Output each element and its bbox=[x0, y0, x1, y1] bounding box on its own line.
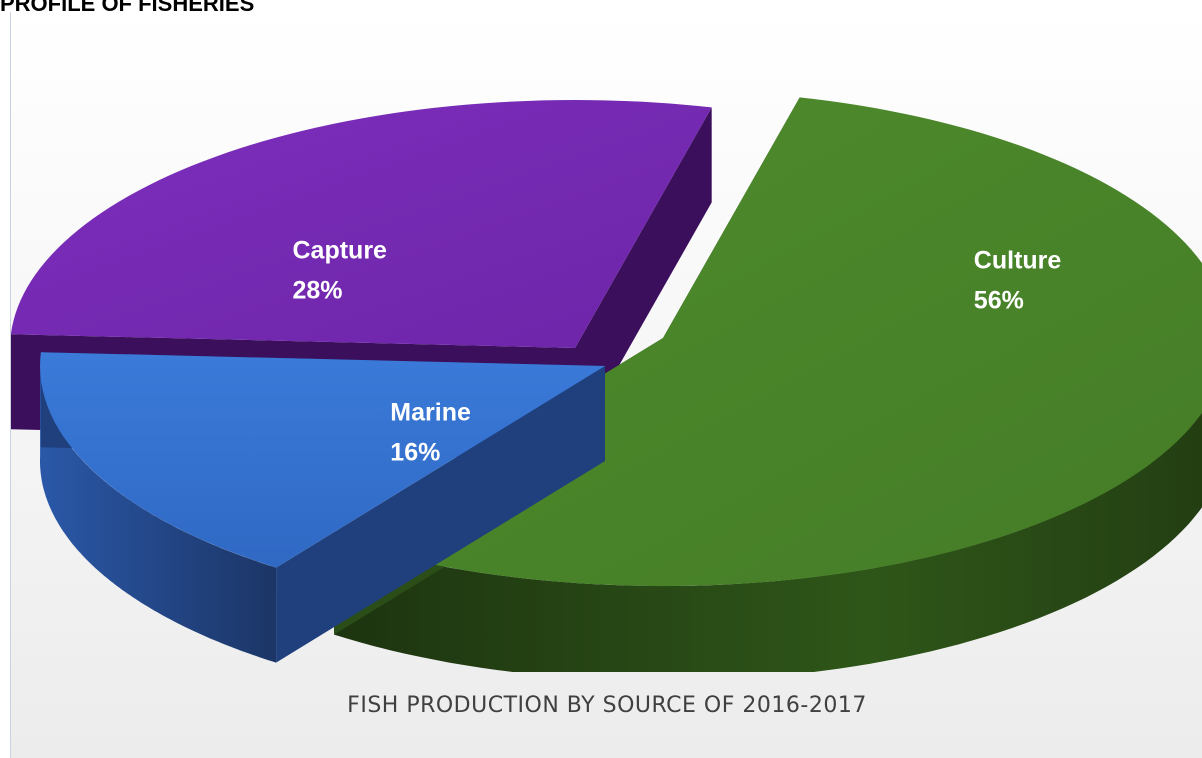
pie-slice-cut-capture-1 bbox=[575, 107, 712, 444]
slice-label-value-capture: 28% bbox=[293, 277, 343, 305]
pie-chart: Capture 28% Culture 56% Marine 16% bbox=[11, 97, 1202, 672]
slice-label-name-culture: Culture bbox=[974, 247, 1062, 275]
pie-slice-side-marine bbox=[40, 362, 277, 663]
pie-slice-top-marine bbox=[40, 352, 605, 568]
slice-label-value-culture: 56% bbox=[974, 287, 1024, 315]
slice-label-name-marine: Marine bbox=[390, 399, 471, 427]
slice-label-name-capture: Capture bbox=[293, 237, 388, 265]
chart-title: FISH PRODUCTION BY SOURCE OF 2016-2017 bbox=[347, 693, 867, 718]
pie-slice-side-culture bbox=[334, 412, 1202, 672]
chart-area: Capture 28% Culture 56% Marine 16% FISH PRODU… bbox=[10, 12, 1202, 758]
slice-label-value-marine: 16% bbox=[390, 439, 440, 467]
pie-slice-top-capture bbox=[11, 100, 712, 348]
pie-slice-marine: Marine 16% bbox=[40, 352, 605, 663]
